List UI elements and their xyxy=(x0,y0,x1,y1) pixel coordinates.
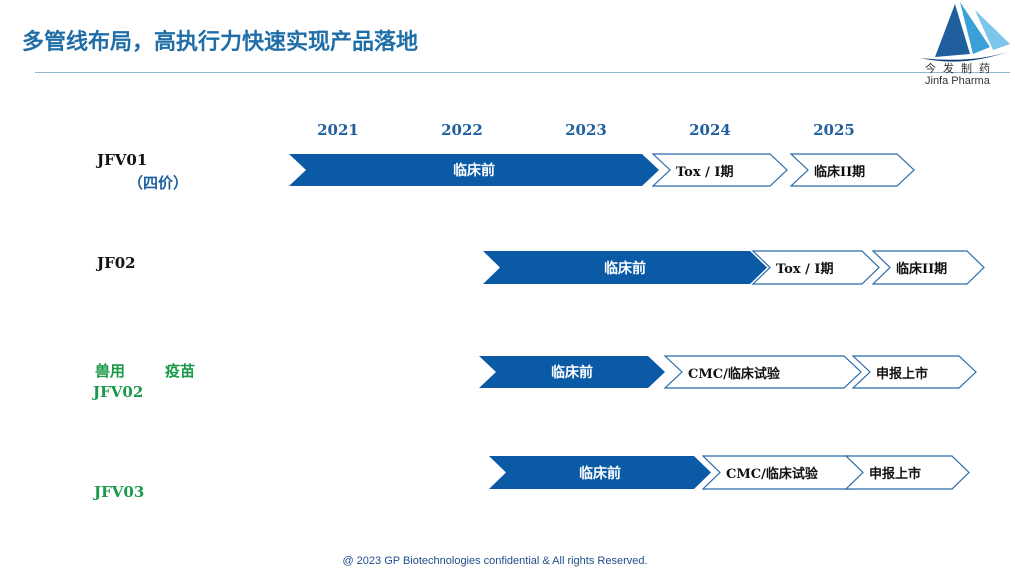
chevron-shape xyxy=(664,355,862,389)
stage-chevron-future: CMC/临床试验 xyxy=(664,355,862,389)
product-subtitle: （四价） xyxy=(128,174,189,192)
logo-text-en: Jinfa Pharma xyxy=(925,75,990,87)
stage-chevron-current: 临床前 xyxy=(488,455,712,490)
stage-label: 临床前 xyxy=(604,260,646,277)
chevron-shape xyxy=(489,456,711,489)
product-name: JFV01 xyxy=(97,151,148,169)
product-name: JFV02 xyxy=(93,383,144,401)
stage-chevron-future: 临床II期 xyxy=(872,250,985,285)
stage-chevron-future: CMC/临床试验 xyxy=(702,455,868,490)
stage-chevron-future: 临床II期 xyxy=(790,153,915,187)
footer-copyright: @ 2023 GP Biotechnologies confidential &… xyxy=(342,555,648,567)
stage-label: 临床II期 xyxy=(896,262,948,277)
stage-chevron-current: 临床前 xyxy=(288,153,660,187)
year-label: 2023 xyxy=(565,121,607,139)
chevron-shape xyxy=(652,153,788,187)
stage-label: Tox / I期 xyxy=(676,164,734,180)
chevron-shape xyxy=(852,355,977,389)
logo-text-cn: 今发制药 xyxy=(925,62,997,75)
product-name: JF02 xyxy=(97,254,136,272)
stage-chevron-current: 临床前 xyxy=(478,355,666,389)
stage-chevron-future: Tox / I期 xyxy=(752,250,880,285)
stage-label: 临床前 xyxy=(551,365,593,381)
chevron-shape xyxy=(483,251,767,284)
product-category: 兽用 xyxy=(95,362,126,380)
stage-label: Tox / I期 xyxy=(776,262,834,277)
page-title: 多管线布局，高执行力快速实现产品落地 xyxy=(22,30,419,55)
year-label: 2025 xyxy=(813,121,855,139)
stage-chevron-future: 申报上市 xyxy=(845,455,970,490)
year-label: 2021 xyxy=(317,121,359,139)
stage-chevron-future: Tox / I期 xyxy=(652,153,788,187)
stage-label: 临床II期 xyxy=(814,164,866,180)
stage-label: 临床前 xyxy=(453,163,495,179)
stage-label: 临床前 xyxy=(579,465,621,482)
chevron-shape xyxy=(289,154,659,186)
product-category: 疫苗 xyxy=(165,362,196,380)
stage-chevron-current: 临床前 xyxy=(482,250,768,285)
chevron-shape xyxy=(790,153,915,187)
stage-label: CMC/临床试验 xyxy=(688,366,780,382)
stage-label: 申报上市 xyxy=(876,366,929,382)
chevron-shape xyxy=(845,455,970,490)
year-label: 2024 xyxy=(689,121,731,139)
stage-chevron-future: 申报上市 xyxy=(852,355,977,389)
title-divider xyxy=(35,72,1010,73)
chevron-shape xyxy=(479,356,665,388)
chevron-shape xyxy=(872,250,985,285)
year-label: 2022 xyxy=(441,121,483,139)
stage-label: 申报上市 xyxy=(869,467,922,482)
chevron-shape xyxy=(752,250,880,285)
stage-label: CMC/临床试验 xyxy=(726,467,818,482)
product-name: JFV03 xyxy=(94,483,145,501)
sailboat-logo-icon xyxy=(920,2,1013,62)
